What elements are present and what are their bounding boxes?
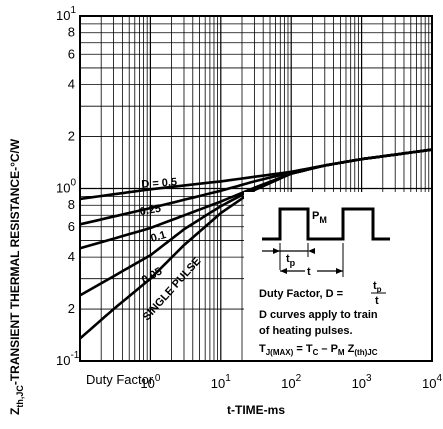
note-line-2: of heating pulses. <box>259 325 353 337</box>
x-tick-label: 101 <box>211 373 231 391</box>
curve-label: D = 0.5 <box>141 176 178 190</box>
x-tick-label: 100 <box>140 373 160 391</box>
pulse-train-icon <box>262 207 390 241</box>
note-line-1: D curves apply to train <box>259 309 378 321</box>
duty-factor-axis-text: Duty Factor <box>86 372 154 387</box>
x-tick-label: 104 <box>422 373 442 391</box>
y-axis-label: Zth,JC-TRANSIENT THERMAL RESISTANCE-°C/W <box>8 138 25 415</box>
x-tick-label: 103 <box>352 373 372 391</box>
curve-label: 0.25 <box>139 203 162 219</box>
y-tick-label: 8 <box>68 197 75 212</box>
y-tick-label: 100 <box>56 178 76 196</box>
series-curve <box>79 148 433 340</box>
y-tick-label: 8 <box>68 25 75 40</box>
pulse-inset: PM tp t Duty Factor, D = tp t D curves a… <box>244 192 436 360</box>
tp-arrow-icon <box>273 248 280 254</box>
duty-numerator: tp <box>373 280 382 294</box>
tp-arrow-icon <box>308 248 315 254</box>
t-arrow-icon <box>336 268 343 274</box>
plot-frame <box>79 15 433 362</box>
x-tick-label: 102 <box>281 373 301 391</box>
inset-background <box>244 192 436 360</box>
y-tick-label: 4 <box>68 249 75 264</box>
duty-denominator: t <box>375 295 379 307</box>
tj-equation: TJ(MAX) = TC – PM Z(th)JC <box>259 343 378 357</box>
y-tick-label: 10-1 <box>56 350 80 368</box>
y-tick-label: 4 <box>68 77 75 92</box>
x-axis-label: t-TIME-ms <box>227 403 285 417</box>
y-tick-label: 6 <box>68 219 75 234</box>
curves <box>79 148 433 340</box>
y-tick-label: 2 <box>68 129 75 144</box>
pm-label: PM <box>312 210 327 225</box>
t-label-bg <box>305 263 317 276</box>
y-tick-label: 2 <box>68 301 75 316</box>
t-label: t <box>307 266 311 278</box>
curve-label: 0.1 <box>149 229 167 245</box>
y-tick-label: 6 <box>68 46 75 61</box>
t-arrow-icon <box>280 268 287 274</box>
tp-label: tp <box>286 253 296 268</box>
duty-factor-formula: Duty Factor, D = <box>259 288 343 300</box>
y-tick-label: 101 <box>56 5 76 23</box>
